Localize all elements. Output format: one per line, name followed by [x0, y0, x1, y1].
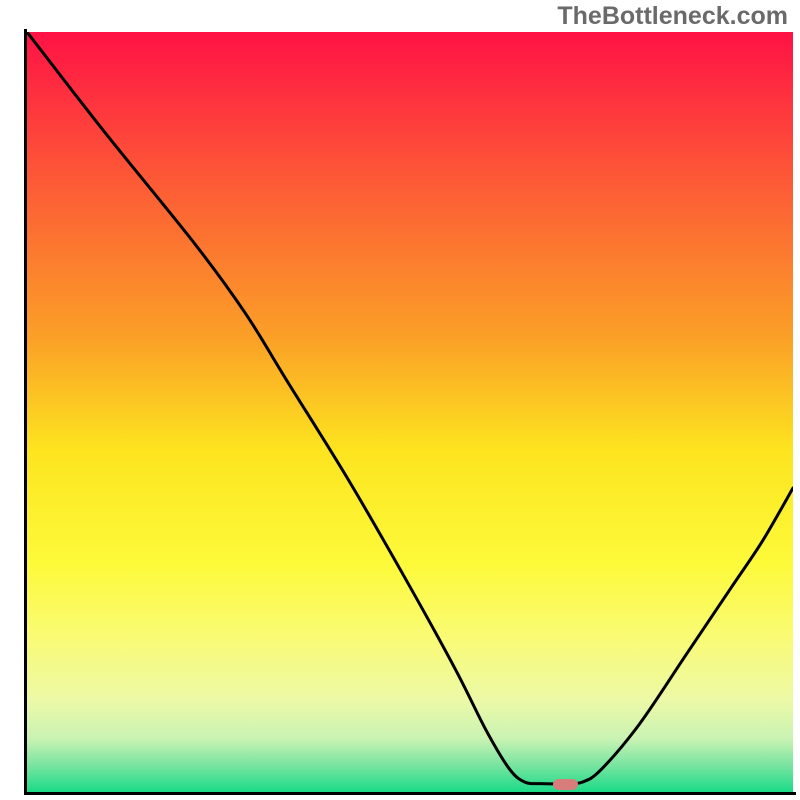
y-axis-line [24, 29, 27, 795]
x-axis-line [24, 792, 796, 795]
chart-plot-area [27, 32, 793, 792]
watermark-text: TheBottleneck.com [557, 2, 788, 31]
optimal-point-marker [553, 779, 578, 790]
bottleneck-curve [27, 32, 793, 792]
